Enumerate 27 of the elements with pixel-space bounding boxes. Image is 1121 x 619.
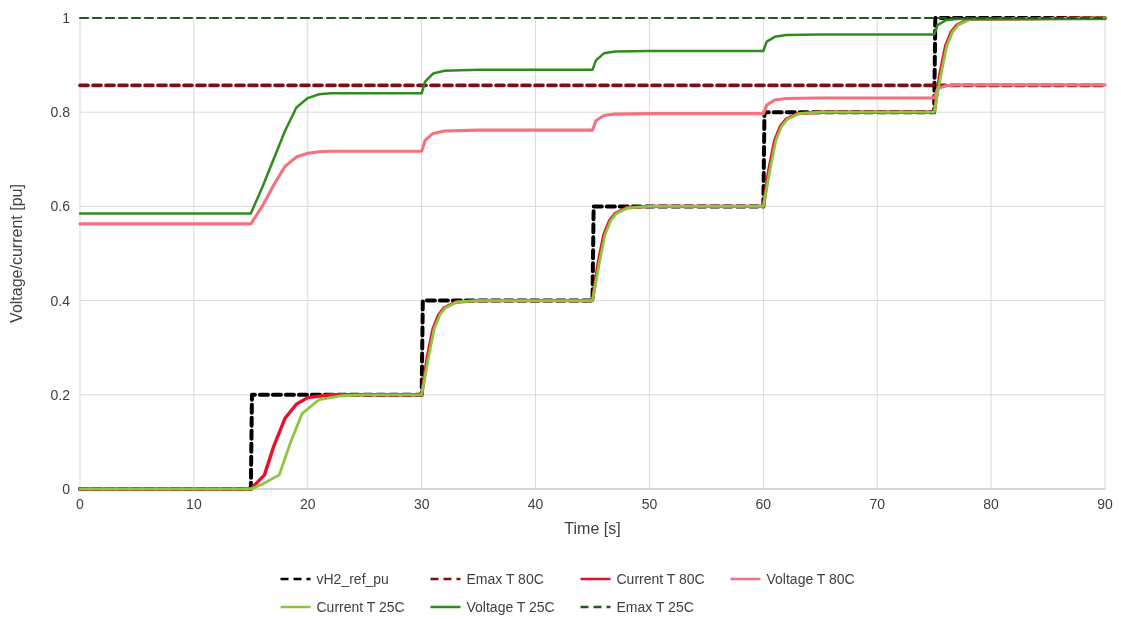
x-tick-label: 60 <box>755 496 772 512</box>
x-axis-title: Time [s] <box>564 520 621 537</box>
line-series <box>78 16 1107 491</box>
x-tick-label: 40 <box>527 496 544 512</box>
x-tick-label: 10 <box>186 496 202 512</box>
legend-label: Current T 25C <box>316 599 405 615</box>
x-tick-label: 90 <box>1097 496 1113 512</box>
x-tick-label: 0 <box>76 496 85 512</box>
legend-label: Current T 80C <box>616 571 705 587</box>
legend-label: Emax T 25C <box>616 599 694 615</box>
x-tick-label: 20 <box>299 496 316 512</box>
y-tick-label: 0.2 <box>50 386 71 403</box>
y-tick-label: 0 <box>62 481 71 497</box>
legend-label: Voltage T 25C <box>466 599 555 615</box>
line-series <box>78 83 1107 226</box>
x-tick-label: 30 <box>413 496 430 512</box>
y-axis-title: Voltage/current [pu] <box>8 184 25 323</box>
x-tick-label: 70 <box>869 496 886 512</box>
x-tick-label: 50 <box>641 496 658 512</box>
y-tick-label: 0.6 <box>50 198 71 215</box>
y-tick-label: 1 <box>62 10 71 26</box>
legend-label: Emax T 80C <box>466 571 544 587</box>
legend-label: Voltage T 80C <box>766 571 855 587</box>
y-tick-label: 0.4 <box>50 292 71 309</box>
x-tick-label: 80 <box>983 496 1000 512</box>
y-tick-label: 0.8 <box>50 104 71 121</box>
legend-label: vH2_ref_pu <box>316 571 389 587</box>
